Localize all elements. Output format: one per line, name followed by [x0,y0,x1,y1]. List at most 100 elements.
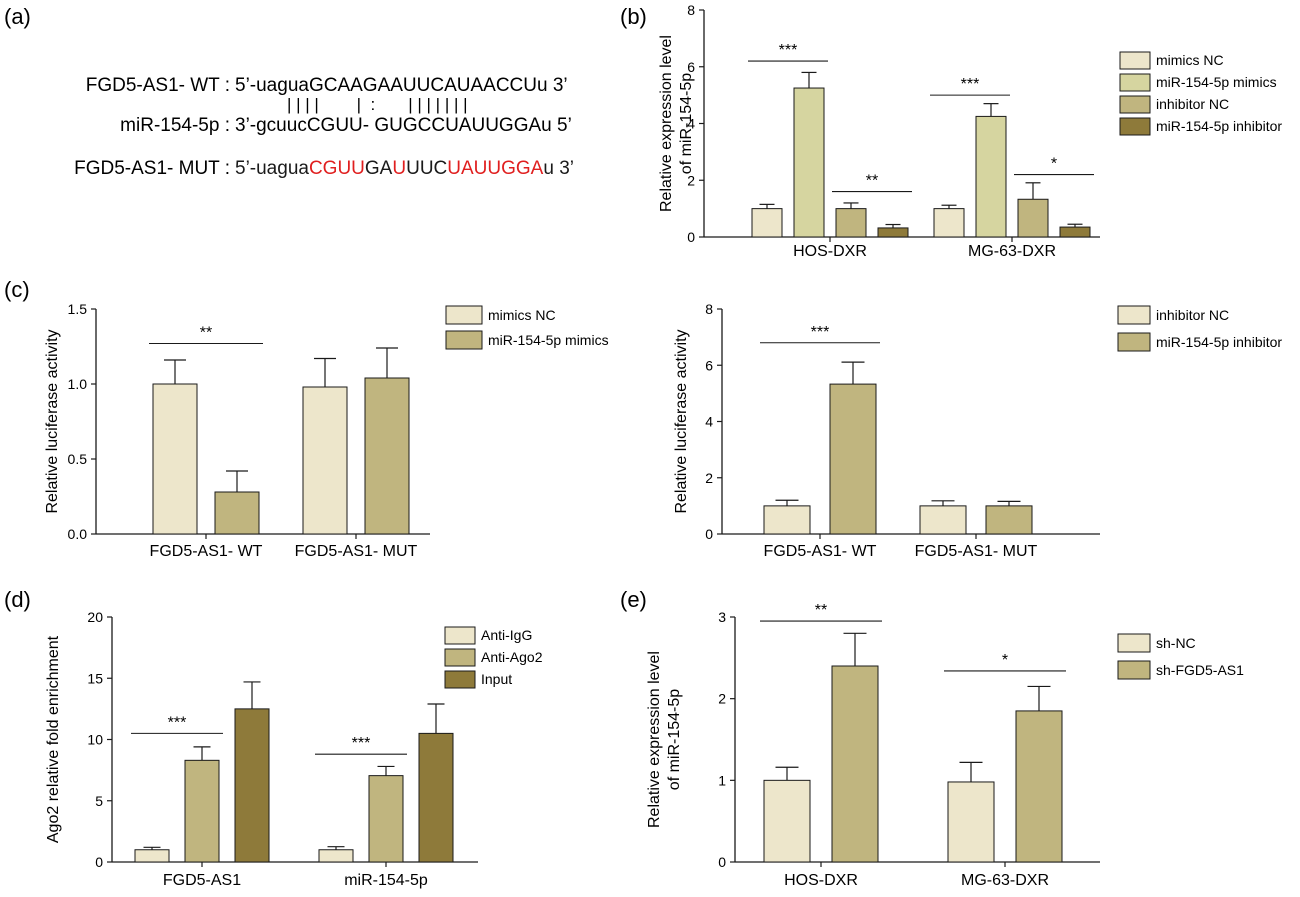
mut-segment: UAUUGGA [447,158,543,179]
bar [831,665,879,863]
y-tick-label: 10 [87,732,103,748]
significance-label: *** [961,76,980,93]
y-axis-label-line: Relative luciferase activity [673,329,690,513]
legend-swatch [1117,332,1151,352]
significance-label: ** [200,325,212,342]
bar [985,505,1033,535]
legend-label: inhibitor NC [1156,96,1229,112]
y-tick-label: 6 [705,357,713,373]
category-label: MG-63-DXR [968,243,1056,260]
bar [184,759,220,863]
bar [364,377,410,535]
category-label: HOS-DXR [793,243,867,260]
y-axis-label: Relative luciferase activity [673,329,690,513]
panel-label: (e) [620,587,647,612]
panel-label: (b) [620,4,647,29]
legend-swatch [1117,305,1151,325]
y-tick-label: 0 [705,526,713,542]
panel-a: (a) FGD5-AS1- WT : 5’-uaguaGCAAGAAUUCAUA… [4,4,574,179]
y-tick-label: 0.5 [68,451,88,467]
legend-swatch [1119,95,1151,114]
y-axis-label-line: Relative expression level [658,35,675,212]
wt-label: FGD5-AS1- WT : [86,75,230,96]
y-tick-label: 1.0 [68,376,88,392]
legend-label: Anti-IgG [481,627,532,643]
mut-sequence: 5’-uaguaCGUUGAUUUCUAUUGGAu 3’ [235,158,574,179]
significance-label: ** [815,602,827,619]
bar [1015,710,1063,863]
y-tick-label: 4 [705,414,713,430]
bar [1017,198,1049,238]
legend-swatch [445,330,483,350]
y-tick-label: 0 [95,854,103,870]
y-tick-label: 5 [95,793,103,809]
significance-label: *** [779,42,798,59]
chart-5: (e) 0 1 2 3 Relative expression level of miR-1… [620,587,1244,889]
mut-segment: GA [365,158,393,179]
mir-label: miR-154-5p : [120,115,230,136]
bar [214,491,260,535]
category-label: HOS-DXR [784,872,858,889]
legend-swatch [444,648,476,667]
legend-label: mimics NC [488,307,556,323]
panel-a-label: (a) [4,4,31,29]
bar [318,849,354,863]
mut-segment: u 3’ [543,158,574,179]
legend-label: sh-NC [1156,635,1196,651]
bar [234,708,270,863]
y-tick-label: 8 [705,301,713,317]
legend-label: miR-154-5p mimics [1156,74,1277,90]
y-tick-label: 0.0 [68,526,88,542]
y-tick-label: 2 [718,691,726,707]
y-axis-label: Relative luciferase activity [44,329,61,513]
y-tick-label: 2 [705,470,713,486]
legend-swatch [1119,51,1151,70]
wt-sequence: 5’-uaguaGCAAGAAUUCAUAACCUu 3’ [235,75,568,96]
y-tick-label: 8 [687,2,695,18]
y-tick-label: 4 [687,116,695,132]
y-tick-label: 0 [718,854,726,870]
bar [134,849,170,863]
y-axis-label: Ago2 relative fold enrichment [45,635,62,843]
y-axis-label: Relative expression level of miR-154-5p [646,651,683,828]
y-tick-label: 6 [687,59,695,75]
legend-swatch [444,626,476,645]
bar [763,779,811,863]
significance-label: *** [811,324,830,341]
y-tick-label: 2 [687,172,695,188]
legend-label: mimics NC [1156,52,1224,68]
y-axis-label-line: Relative expression level [646,651,663,828]
chart-1: (b) 0 2 4 6 8 Relative expression level of miR-… [620,2,1282,260]
category-label: FGD5-AS1- WT [150,543,263,560]
legend-label: Anti-Ago2 [481,649,543,665]
mut-segment: UUC [406,158,447,179]
category-label: FGD5-AS1- MUT [915,543,1038,560]
legend-swatch [444,670,476,689]
y-tick-label: 20 [87,609,103,625]
bar [947,781,995,863]
y-axis-label-line: of miR-154-5p [678,73,695,174]
y-tick-label: 15 [87,670,103,686]
mut-label: FGD5-AS1- MUT : [74,158,230,179]
chart-3: 0 2 4 6 8 Relative luciferase activity FGD5-AS… [673,301,1282,560]
category-label: FGD5-AS1 [163,872,241,889]
mut-segment: 5’-uagua [235,158,309,179]
mir-sequence: 3’-gcuucCGUU- GUGCCUAUUGGAu 5’ [235,115,572,136]
legend-label: sh-FGD5-AS1 [1156,662,1244,678]
bar [829,383,877,535]
y-tick-label: 0 [687,229,695,245]
bar [919,505,967,535]
legend-label: miR-154-5p inhibitor [1156,118,1282,134]
mut-segment: U [392,158,406,179]
legend-swatch [1119,73,1151,92]
y-tick-label: 3 [718,609,726,625]
bar [1059,226,1091,238]
bar [302,386,348,535]
y-tick-label: 1.5 [68,301,88,317]
bar [152,383,198,535]
bar [368,775,404,863]
legend-label: inhibitor NC [1156,307,1229,323]
legend-swatch [1117,633,1151,653]
